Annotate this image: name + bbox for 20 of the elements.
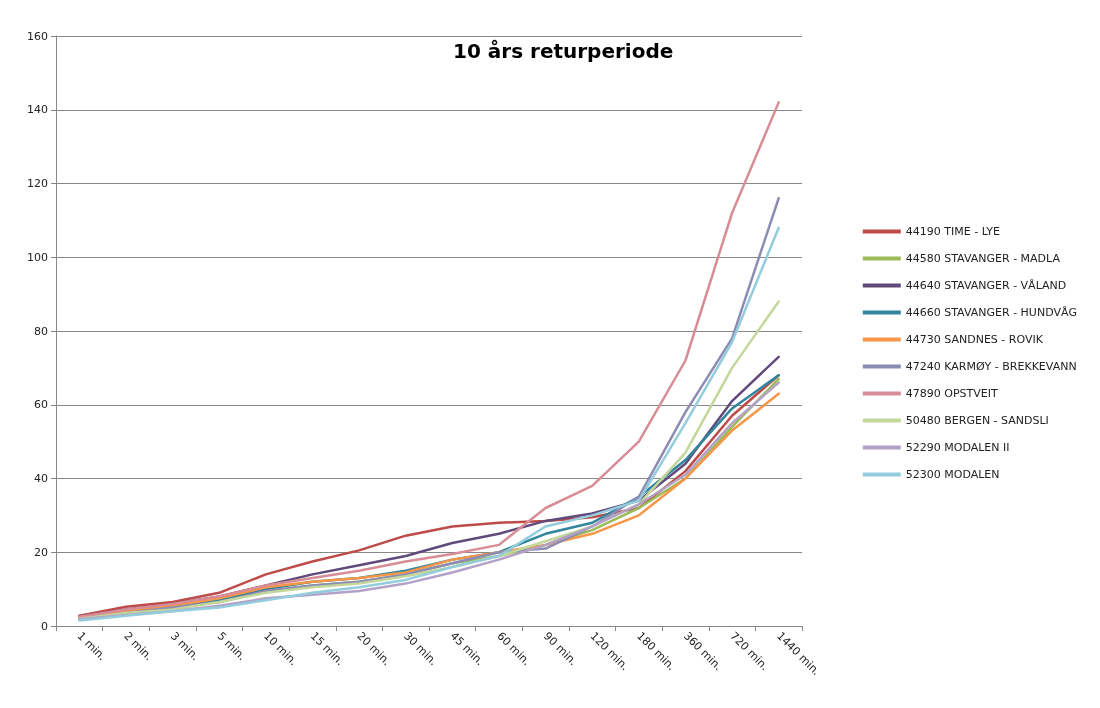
y-tick-label: 0 <box>41 619 48 633</box>
y-tick-label: 100 <box>27 250 48 264</box>
legend-label: 47890 OPSTVEIT <box>905 387 998 400</box>
chart-title: 10 års returperiode <box>453 39 674 63</box>
legend-label: 44660 STAVANGER - HUNDVÅG <box>905 306 1077 319</box>
y-tick-label: 120 <box>27 177 48 190</box>
y-tick-label: 20 <box>34 545 48 559</box>
legend-label: 44730 SANDNES - ROVIK <box>905 333 1044 346</box>
y-tick-label: 40 <box>34 472 48 485</box>
y-tick-label: 160 <box>27 29 48 43</box>
legend-label: 52290 MODALEN II <box>905 441 1010 454</box>
y-tick-label: 140 <box>27 103 48 117</box>
legend-label: 47240 KARMØY - BREKKEVANN <box>905 360 1077 373</box>
legend-label: 44190 TIME - LYE <box>905 225 1001 238</box>
y-tick-label: 60 <box>34 398 48 412</box>
legend-label: 44640 STAVANGER - VÅLAND <box>905 279 1067 292</box>
y-tick-label: 80 <box>34 324 48 338</box>
legend-label: 52300 MODALEN <box>905 468 1000 481</box>
legend-label: 44580 STAVANGER - MADLA <box>905 252 1061 265</box>
legend-label: 50480 BERGEN - SANDSLI <box>905 414 1049 427</box>
